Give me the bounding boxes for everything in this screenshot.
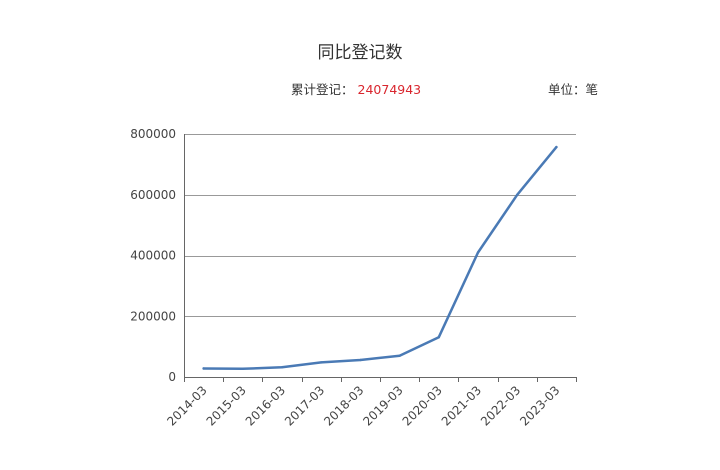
chart-title: 同比登记数 (317, 43, 403, 63)
total-registrations: 累计登记： 24074943 (291, 79, 421, 98)
data-point (202, 367, 205, 370)
y-tick-label: 0 (168, 370, 176, 384)
x-tick-label: 2022-03 (478, 383, 523, 428)
data-point (359, 358, 362, 362)
x-tick-label: 2017-03 (282, 383, 327, 428)
x-tick-label: 2019-03 (360, 383, 405, 428)
x-tick-labels: 2014-032015-032016-032017-032018-032019-… (164, 383, 562, 428)
data-point (476, 251, 480, 254)
total-value: 24074943 (357, 82, 422, 97)
axes (184, 134, 577, 382)
data-point (398, 354, 401, 357)
data-point (241, 367, 244, 370)
x-tick-label: 2015-03 (204, 383, 249, 428)
grid-lines (184, 134, 576, 317)
x-tick-label: 2023-03 (517, 383, 562, 428)
series (202, 145, 558, 371)
data-point (555, 145, 558, 149)
total-label: 累计登记： (291, 82, 354, 97)
data-point (516, 193, 519, 196)
y-tick-labels: 0 200000 400000 600000 800000 (130, 127, 176, 384)
data-point (437, 336, 440, 339)
x-tick-label: 2018-03 (321, 383, 366, 428)
series-line (202, 145, 558, 371)
y-tick-label: 400000 (130, 249, 176, 263)
x-tick-label: 2014-03 (164, 383, 209, 428)
unit-label: 单位：笔 (548, 82, 599, 97)
x-tick-label: 2020-03 (400, 383, 445, 428)
y-tick-label: 600000 (130, 188, 176, 202)
data-point (320, 361, 323, 364)
data-point (280, 366, 284, 369)
x-tick-label: 2016-03 (243, 383, 288, 428)
y-tick-label: 200000 (130, 309, 176, 323)
x-tick-label: 2021-03 (439, 383, 484, 428)
y-tick-label: 800000 (130, 127, 176, 141)
